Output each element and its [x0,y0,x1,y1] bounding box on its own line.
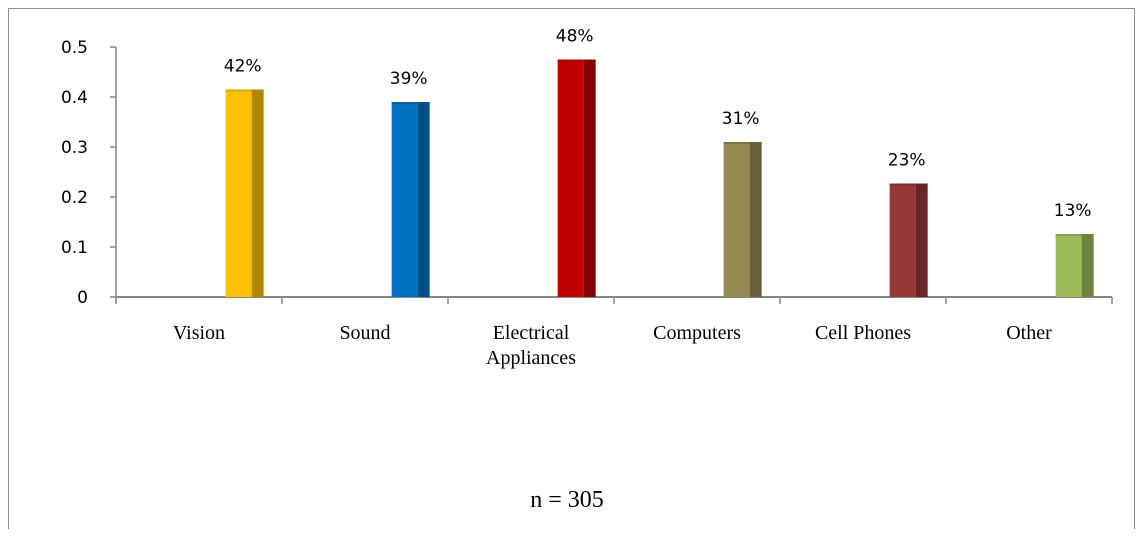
chart-axes [115,47,1112,300]
data-label: 23% [888,151,926,171]
bar-top-edge [1055,234,1094,236]
y-tick-label: 0.4 [61,88,88,108]
data-label: 42% [224,57,262,77]
bar-front [557,59,584,297]
y-tick-label: 0 [77,288,88,308]
y-axis-ticks: 0 0.1 0.2 0.3 0.4 0.5 [61,38,1113,308]
bar [889,183,928,297]
y-tick-label: 0.1 [61,238,88,258]
category-label: Electrical [493,322,570,344]
bar [557,59,596,297]
bar-top-edge [557,59,596,62]
bar-side [251,89,264,297]
bar-top-edge [889,183,928,186]
bar-side [583,59,596,297]
category-label: Computers [653,322,741,344]
bar-top-edge [225,89,264,92]
category-label: Cell Phones [815,322,911,344]
bar-front [1055,234,1082,297]
bar-front [723,142,750,297]
chart-frame [8,8,1135,529]
category-label: Vision [173,322,225,344]
category-label: Appliances [486,347,576,369]
data-label: 39% [390,69,428,89]
data-label: 48% [556,27,594,47]
bar [225,89,264,297]
labels-group: 42% Vision 39% Sound 48% Electrical Appliances… [173,27,1092,370]
bar-side [417,102,430,297]
sample-size-note: n = 305 [530,487,604,513]
bar-front [391,102,418,297]
data-label: 31% [722,109,760,129]
bar-top-edge [391,102,430,104]
bar [391,102,430,297]
y-tick-label: 0.3 [61,138,88,158]
category-label: Sound [339,322,390,344]
bar [1055,234,1094,297]
bar-side [1081,234,1094,297]
bar-front [225,89,252,297]
data-label: 13% [1054,201,1092,221]
y-tick-label: 0.2 [61,188,88,208]
bar-top-edge [723,142,762,144]
bar-front [889,183,916,297]
bar [723,142,762,297]
bars-group [225,59,1094,297]
bar-side [749,142,762,297]
bar-side [915,183,928,297]
category-label: Other [1006,322,1052,344]
y-tick-label: 0.5 [61,38,88,58]
